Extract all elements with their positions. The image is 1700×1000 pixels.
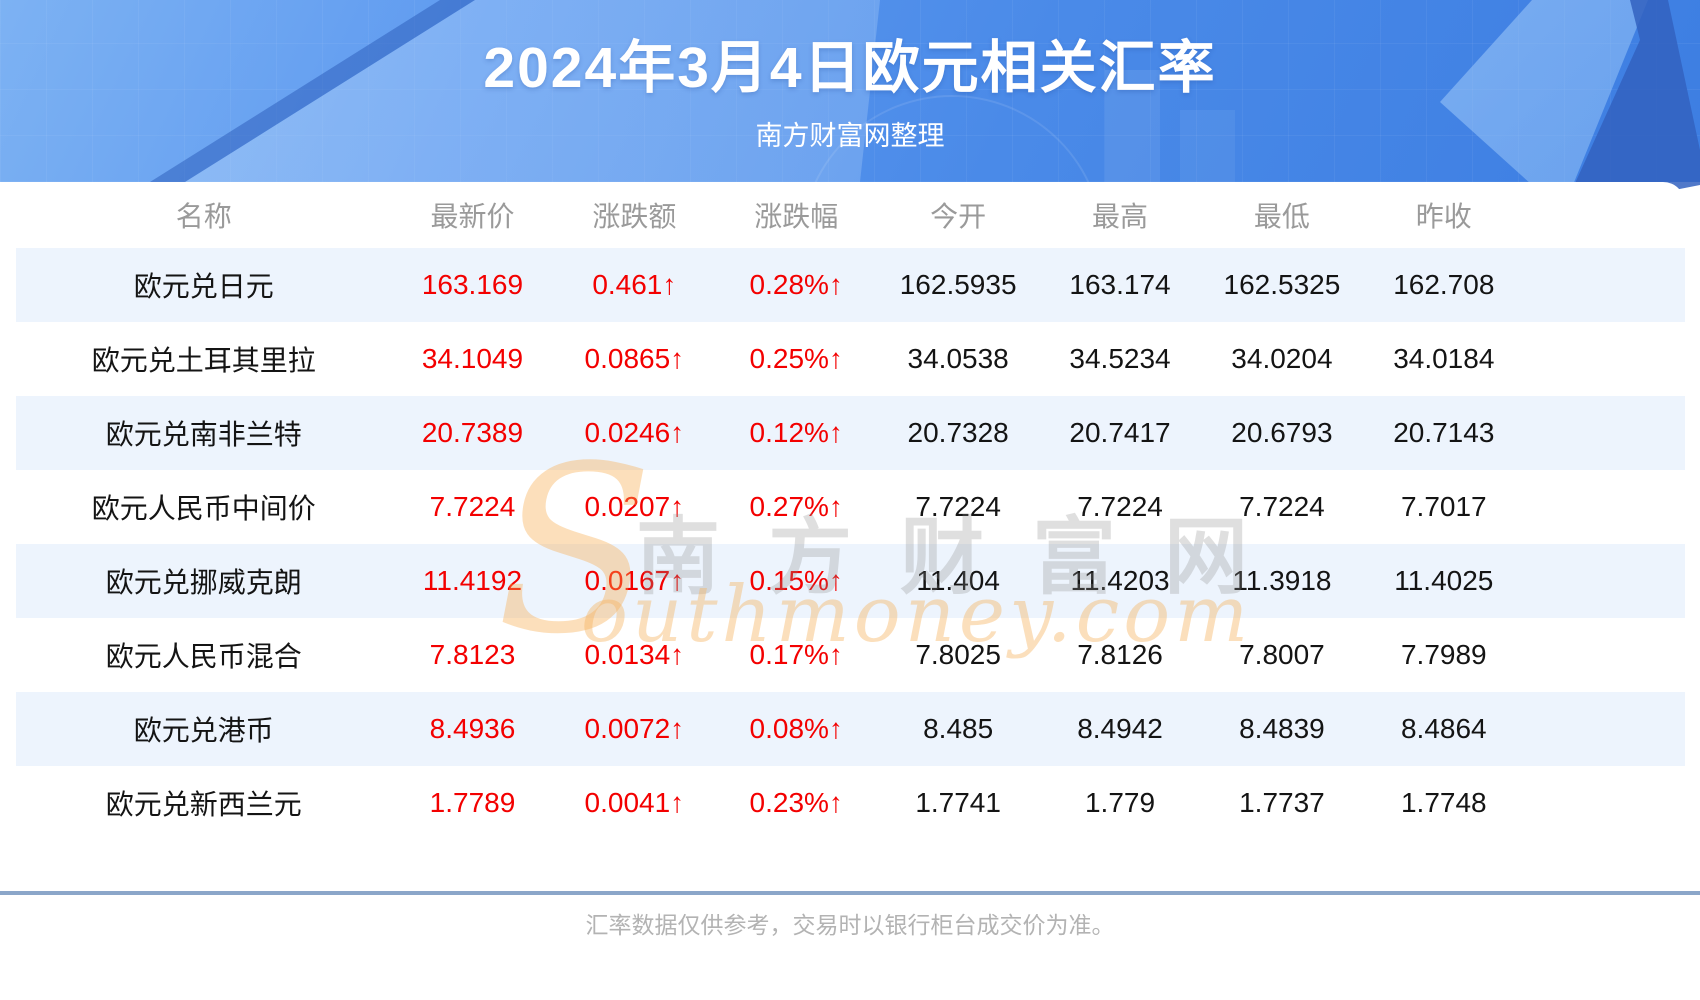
- cell-name: 欧元人民币混合: [105, 641, 302, 672]
- table-row: 欧元人民币混合 7.8123 0.0134↑ 0.17%↑ 7.8025 7.8126 7.…: [16, 618, 1685, 692]
- cell-pct: 0.15%↑: [715, 544, 878, 618]
- rates-card: 名称 最新价 涨跌额 涨跌幅 今开 最高 最低 昨收 欧元兑日元 163.169 0.461↑ 0.…: [16, 182, 1685, 840]
- cell-latest: 7.8123: [429, 639, 516, 670]
- cell-low: 11.3918: [1200, 544, 1363, 618]
- cell-pct: 0.28%↑: [715, 248, 878, 322]
- cell-change: 0.0246↑: [553, 396, 716, 470]
- cell-open: 1.7741: [915, 787, 1001, 818]
- rates-table: 名称 最新价 涨跌额 涨跌幅 今开 最高 最低 昨收 欧元兑日元 163.169 0.461↑ 0.…: [16, 182, 1685, 840]
- cell-latest: 8.4936: [391, 692, 554, 766]
- page-title: 2024年3月4日欧元相关汇率: [483, 36, 1217, 100]
- cell-high: 34.5234: [1069, 343, 1171, 374]
- table-row: 欧元兑港币 8.4936 0.0072↑ 0.08%↑ 8.485 8.4942 8.483…: [16, 692, 1685, 766]
- cell-spacer: [1525, 618, 1685, 692]
- cell-latest: 20.7389: [391, 396, 554, 470]
- cell-spacer: [1524, 248, 1685, 322]
- cell-high: 163.174: [1039, 248, 1201, 322]
- cell-name: 欧元兑南非兰特: [16, 396, 392, 470]
- cell-pct: 0.08%↑: [715, 692, 878, 766]
- cell-prev: 7.7017: [1400, 491, 1487, 522]
- cell-name: 欧元兑土耳其里拉: [91, 345, 316, 376]
- cell-spacer: [1524, 544, 1685, 618]
- cell-open: 34.0538: [907, 343, 1009, 374]
- cell-name: 欧元兑新西兰元: [105, 789, 302, 820]
- cell-high: 11.4203: [1039, 544, 1201, 618]
- footer-note: 汇率数据仅供参考，交易时以银行柜台成交价为准。: [585, 912, 1115, 938]
- cell-change: 0.0041↑: [584, 787, 685, 818]
- column-spacer: [1525, 182, 1685, 248]
- cell-prev: 1.7748: [1400, 787, 1487, 818]
- cell-spacer: [1524, 692, 1685, 766]
- column-header: 最低: [1253, 201, 1310, 232]
- table-row: 欧元兑新西兰元 1.7789 0.0041↑ 0.23%↑ 1.7741 1.779 1.7…: [16, 766, 1685, 840]
- cell-open: 7.8025: [915, 639, 1001, 670]
- footer-divider: [0, 891, 1700, 895]
- cell-low: 7.7224: [1239, 491, 1325, 522]
- cell-high: 8.4942: [1039, 692, 1201, 766]
- cell-change: 0.461↑: [553, 248, 716, 322]
- cell-pct: 0.17%↑: [749, 639, 843, 670]
- cell-spacer: [1524, 396, 1685, 470]
- cell-prev: 11.4025: [1362, 544, 1525, 618]
- cell-spacer: [1525, 766, 1685, 840]
- cell-pct: 0.25%↑: [749, 343, 843, 374]
- cell-low: 1.7737: [1239, 787, 1325, 818]
- table-row: 欧元兑土耳其里拉 34.1049 0.0865↑ 0.25%↑ 34.0538 34.52…: [16, 322, 1685, 396]
- cell-spacer: [1525, 470, 1685, 544]
- cell-pct: 0.27%↑: [749, 491, 843, 522]
- cell-latest: 34.1049: [421, 343, 524, 374]
- cell-prev: 162.708: [1362, 248, 1525, 322]
- cell-open: 20.7328: [877, 396, 1040, 470]
- table-row: 欧元兑挪威克朗 11.4192 0.0167↑ 0.15%↑ 11.404 11.4203…: [16, 544, 1685, 618]
- cell-change: 0.0134↑: [584, 639, 685, 670]
- cell-pct: 0.12%↑: [715, 396, 878, 470]
- cell-prev: 8.4864: [1362, 692, 1525, 766]
- table-row: 欧元人民币中间价 7.7224 0.0207↑ 0.27%↑ 7.7224 7.7224 7…: [16, 470, 1685, 544]
- column-header: 最高: [1092, 201, 1149, 232]
- cell-high: 1.779: [1084, 787, 1156, 818]
- cell-change: 0.0167↑: [553, 544, 716, 618]
- table-row: 欧元兑日元 163.169 0.461↑ 0.28%↑ 162.5935 163.174 1…: [16, 248, 1685, 322]
- cell-high: 7.7224: [1077, 491, 1163, 522]
- cell-open: 8.485: [877, 692, 1040, 766]
- cell-low: 20.6793: [1200, 396, 1363, 470]
- page-subtitle: 南方财富网整理: [755, 121, 945, 151]
- column-header: 涨跌幅: [754, 201, 839, 232]
- cell-latest: 1.7789: [429, 787, 516, 818]
- cell-prev: 34.0184: [1393, 343, 1495, 374]
- cell-change: 0.0865↑: [584, 343, 685, 374]
- column-header: 涨跌额: [592, 201, 677, 232]
- table-row: 欧元兑南非兰特 20.7389 0.0246↑ 0.12%↑ 20.7328 20.741…: [16, 396, 1685, 470]
- column-header: 昨收: [1415, 201, 1472, 232]
- cell-spacer: [1525, 322, 1685, 396]
- column-header: 最新价: [430, 201, 515, 232]
- cell-name: 欧元兑挪威克朗: [16, 544, 392, 618]
- cell-low: 8.4839: [1200, 692, 1363, 766]
- cell-name: 欧元兑港币: [16, 692, 392, 766]
- cell-high: 20.7417: [1039, 396, 1201, 470]
- column-header: 名称: [175, 201, 232, 232]
- cell-low: 162.5325: [1200, 248, 1363, 322]
- cell-open: 11.404: [877, 544, 1040, 618]
- cell-name: 欧元兑日元: [16, 248, 392, 322]
- cell-latest: 11.4192: [391, 544, 554, 618]
- cell-open: 7.7224: [915, 491, 1001, 522]
- column-header: 今开: [930, 201, 987, 232]
- cell-prev: 20.7143: [1362, 396, 1525, 470]
- cell-low: 7.8007: [1239, 639, 1325, 670]
- table-header-row: 名称 最新价 涨跌额 涨跌幅 今开 最高 最低 昨收: [16, 182, 1685, 248]
- cell-prev: 7.7989: [1400, 639, 1487, 670]
- cell-name: 欧元人民币中间价: [91, 493, 316, 524]
- cell-change: 0.0072↑: [553, 692, 716, 766]
- cell-open: 162.5935: [877, 248, 1040, 322]
- cell-latest: 7.7224: [429, 491, 516, 522]
- cell-pct: 0.23%↑: [749, 787, 843, 818]
- cell-latest: 163.169: [391, 248, 554, 322]
- cell-high: 7.8126: [1077, 639, 1163, 670]
- cell-low: 34.0204: [1231, 343, 1333, 374]
- cell-change: 0.0207↑: [584, 491, 685, 522]
